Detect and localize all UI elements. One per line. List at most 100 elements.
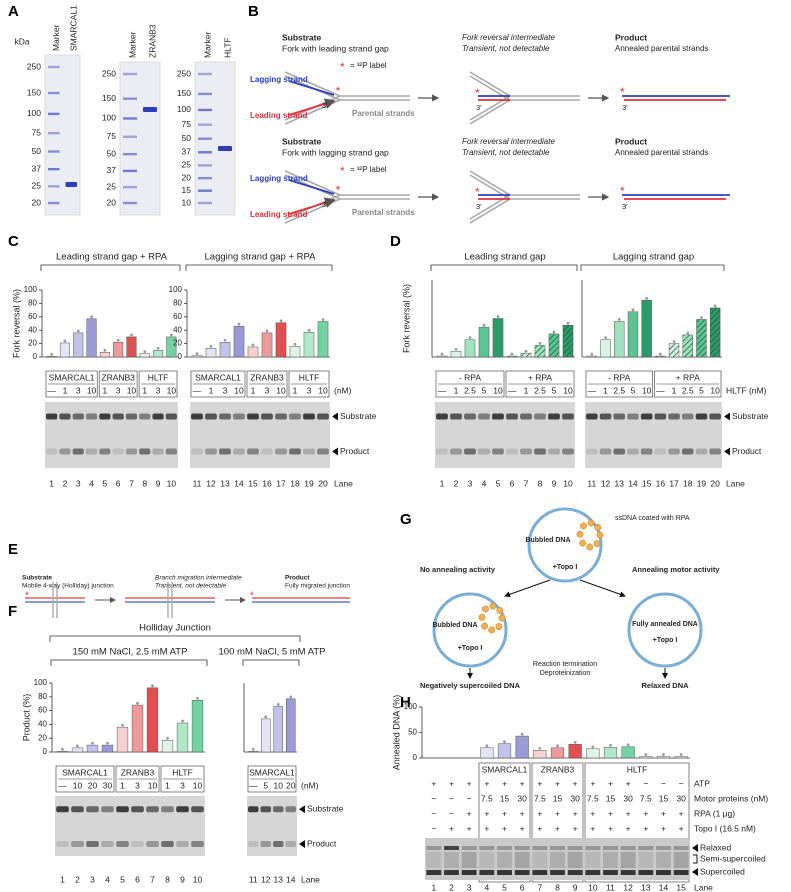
bar — [191, 700, 204, 753]
lane-number: 11 — [249, 874, 258, 884]
replicate-dot — [50, 352, 54, 356]
group-box — [585, 370, 653, 398]
conc-label: 5 — [631, 385, 636, 395]
y-tick-label: 20 — [38, 733, 47, 742]
plasmid — [627, 592, 703, 668]
bar — [205, 348, 217, 358]
conc-label: 3 — [180, 780, 185, 790]
y-tick-label: 60 — [38, 706, 47, 715]
lane-number: 17 — [669, 478, 679, 488]
band-label: Semi-supercoiled — [700, 853, 766, 863]
lane-number: 7 — [150, 874, 155, 884]
bar — [261, 332, 273, 358]
replicate-dot — [61, 747, 64, 751]
replicate-dot — [279, 319, 283, 323]
conc-label: 3 — [307, 385, 312, 395]
marker-label: 15 — [182, 185, 192, 195]
bar — [101, 744, 114, 753]
condition-cell: + — [573, 823, 578, 833]
dna-label: Bubbled DNA — [525, 537, 570, 544]
replicate-dot — [662, 753, 665, 756]
step-title: Fork reversal intermediate — [462, 137, 555, 146]
gel-band — [191, 448, 203, 455]
lane-number: 11 — [606, 882, 615, 892]
lane-number: 15 — [248, 478, 258, 488]
conc-label: 10 — [193, 780, 203, 790]
marker-label: 37 — [32, 163, 42, 173]
band-label: Relaxed — [700, 842, 731, 852]
lane-number: 7 — [537, 882, 542, 892]
bar — [450, 350, 462, 358]
lane-number: 13 — [641, 882, 651, 892]
chart-title: Lagging strand gap — [613, 252, 694, 263]
condition-cell: + — [608, 778, 613, 788]
condition-cell: + — [484, 823, 489, 833]
gel-smear — [603, 852, 618, 868]
lane-number: 9 — [180, 874, 185, 884]
y-axis-label: Product (%) — [21, 694, 31, 742]
lane-number: 6 — [116, 478, 121, 488]
group-label: ZRANB3 — [101, 372, 135, 382]
gel-band — [317, 448, 329, 455]
condition-cell: 30 — [623, 793, 633, 803]
bar — [600, 339, 611, 358]
rpa-protein — [586, 543, 594, 551]
chart-title: 150 mM NaCl, 2.5 mM ATP — [73, 647, 188, 658]
gel-band — [567, 846, 583, 850]
gel-band — [586, 448, 598, 455]
label-star: * — [25, 591, 29, 602]
lane-number: 2 — [449, 882, 454, 892]
y-axis-label: Fork reversal (%) — [401, 284, 411, 353]
step-note: Reaction termination — [533, 661, 597, 668]
bar — [86, 744, 99, 753]
marker-label: 250 — [27, 61, 41, 71]
bar — [520, 352, 532, 358]
conc-label: 1 — [142, 385, 147, 395]
marker-band — [198, 72, 212, 76]
group-box — [115, 765, 160, 793]
replicate-dot — [604, 336, 607, 340]
gel-band — [532, 846, 548, 850]
gel-band — [152, 448, 164, 455]
rpa-protein — [594, 523, 602, 531]
condition-label: Topo I (16.5 nM) — [694, 823, 756, 833]
lane-name: Marker — [127, 31, 137, 58]
gel-band — [492, 413, 504, 420]
y-tick-label: 60 — [173, 312, 182, 321]
marker-label: 50 — [32, 146, 42, 156]
marker-band — [123, 169, 137, 173]
strand-label: Lagging strand — [250, 75, 308, 84]
bar — [273, 706, 283, 753]
lane-number: 18 — [683, 478, 693, 488]
marker-band — [123, 201, 137, 205]
panel-letter: H — [400, 694, 411, 711]
group-box — [160, 765, 205, 793]
unit-label: HLTF (nM) — [726, 385, 767, 395]
condition-cell: + — [661, 808, 666, 818]
unit-label: (nM) — [301, 780, 319, 790]
condition-cell: + — [502, 778, 507, 788]
gel-band — [131, 806, 144, 813]
gel-band — [638, 870, 654, 875]
conc-label: 2.5 — [464, 385, 476, 395]
lane-number: 11 — [587, 478, 596, 488]
lane-number: 10 — [193, 874, 203, 884]
conc-label: 2.5 — [613, 385, 625, 395]
condition-cell: − — [643, 778, 648, 788]
lane-name: Marker — [51, 24, 61, 51]
bar — [59, 342, 70, 358]
condition-cell: + — [643, 823, 648, 833]
condition-cell: 15 — [659, 793, 669, 803]
condition-cell: − — [661, 778, 666, 788]
y-tick-label: 20 — [28, 339, 37, 348]
replicate-dot — [91, 741, 94, 745]
pointer — [299, 805, 305, 814]
plasmid — [527, 507, 603, 583]
bar — [46, 356, 57, 358]
group-box — [247, 765, 297, 793]
replicate-dot — [130, 333, 133, 337]
condition-cell: 7.5 — [587, 793, 599, 803]
label-legend: = ³²P label — [350, 165, 387, 174]
bar — [289, 346, 301, 358]
lane-number: 12 — [623, 882, 633, 892]
